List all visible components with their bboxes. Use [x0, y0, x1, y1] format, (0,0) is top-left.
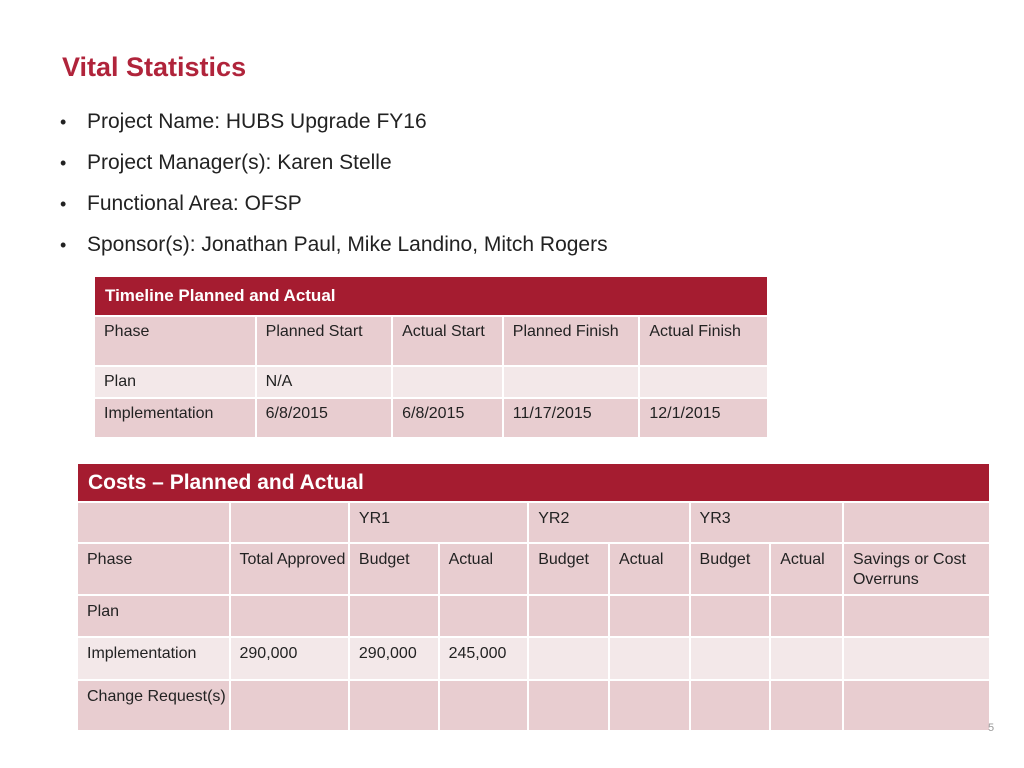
bullet-marker: •: [60, 153, 67, 173]
table-cell: 12/1/2015: [640, 399, 767, 437]
year-header: YR2: [529, 503, 689, 542]
bullet-text: Sponsor(s): Jonathan Paul, Mike Landino,…: [87, 233, 608, 256]
table-cell: [439, 681, 528, 730]
timeline-col-header: Planned Start: [256, 317, 392, 365]
timeline-col-header: Phase: [95, 317, 255, 365]
costs-col-header: Savings or Cost Overruns: [843, 544, 989, 594]
costs-year-row: YR1 YR2 YR3: [78, 503, 989, 542]
bullet-marker: •: [60, 112, 67, 132]
table-cell: 290,000: [349, 638, 438, 679]
bullet-text: Project Manager(s): Karen Stelle: [87, 151, 392, 174]
table-cell: [78, 503, 229, 542]
bullet-sponsors: • Sponsor(s): Jonathan Paul, Mike Landino…: [60, 231, 608, 272]
table-cell: Implementation: [78, 638, 229, 679]
year-header: YR3: [690, 503, 842, 542]
table-cell: [690, 681, 770, 730]
table-cell: [529, 596, 608, 636]
table-cell: [843, 638, 989, 679]
table-row: Plan N/A: [95, 367, 767, 397]
table-cell: [503, 367, 639, 397]
table-row: Implementation 290,000 290,000 245,000: [78, 638, 989, 679]
costs-table: Costs – Planned and Actual YR1 YR2 YR3 P…: [76, 462, 991, 732]
costs-col-header: Total Approved: [230, 544, 348, 594]
table-cell: Change Request(s): [78, 681, 229, 730]
timeline-header-row: Phase Planned Start Actual Start Planned…: [95, 317, 767, 365]
timeline-col-header: Actual Start: [393, 317, 502, 365]
bullet-project-manager: • Project Manager(s): Karen Stelle: [60, 149, 608, 190]
table-cell: [771, 596, 842, 636]
costs-table-title: Costs – Planned and Actual: [78, 464, 989, 501]
costs-col-header: Actual: [609, 544, 689, 594]
table-cell: [529, 681, 608, 730]
table-cell: [529, 638, 608, 679]
table-cell: [609, 638, 689, 679]
table-cell: [609, 681, 689, 730]
vital-stats-list: • Project Name: HUBS Upgrade FY16 • Projec…: [60, 108, 608, 272]
costs-col-header: Phase: [78, 544, 229, 594]
table-cell: Implementation: [95, 399, 255, 437]
bullet-marker: •: [60, 194, 67, 214]
table-cell: [771, 638, 842, 679]
bullet-text: Functional Area: OFSP: [87, 192, 302, 215]
costs-col-header: Actual: [771, 544, 842, 594]
table-cell: [843, 681, 989, 730]
costs-col-header: Budget: [529, 544, 608, 594]
table-cell: [393, 367, 502, 397]
table-cell: [690, 638, 770, 679]
year-header: YR1: [349, 503, 528, 542]
table-cell: [640, 367, 767, 397]
costs-header-row: Phase Total Approved Budget Actual Budge…: [78, 544, 989, 594]
bullet-project-name: • Project Name: HUBS Upgrade FY16: [60, 108, 608, 149]
table-cell: [230, 503, 348, 542]
table-cell: 6/8/2015: [256, 399, 392, 437]
table-cell: [439, 596, 528, 636]
slide-title: Vital Statistics: [62, 52, 247, 82]
table-cell: [349, 681, 438, 730]
table-cell: [843, 596, 989, 636]
timeline-col-header: Planned Finish: [503, 317, 639, 365]
table-cell: 290,000: [230, 638, 348, 679]
bullet-functional-area: • Functional Area: OFSP: [60, 190, 608, 231]
bullet-text: Project Name: HUBS Upgrade FY16: [87, 110, 427, 133]
table-cell: 245,000: [439, 638, 528, 679]
timeline-col-header: Actual Finish: [640, 317, 767, 365]
table-cell: [843, 503, 989, 542]
bullet-marker: •: [60, 235, 67, 255]
costs-col-header: Actual: [439, 544, 528, 594]
timeline-table-title: Timeline Planned and Actual: [95, 277, 767, 315]
page-number: 5: [988, 722, 995, 734]
table-cell: [230, 596, 348, 636]
table-cell: Plan: [78, 596, 229, 636]
table-cell: [690, 596, 770, 636]
table-row: Change Request(s): [78, 681, 989, 730]
table-cell: [349, 596, 438, 636]
table-cell: 11/17/2015: [503, 399, 639, 437]
table-cell: [230, 681, 348, 730]
table-cell: [771, 681, 842, 730]
timeline-table: Timeline Planned and Actual Phase Planne…: [93, 275, 769, 439]
table-cell: Plan: [95, 367, 255, 397]
costs-col-header: Budget: [690, 544, 770, 594]
costs-col-header: Budget: [349, 544, 438, 594]
table-cell: N/A: [256, 367, 392, 397]
table-cell: 6/8/2015: [393, 399, 502, 437]
table-row: Plan: [78, 596, 989, 636]
table-row: Implementation 6/8/2015 6/8/2015 11/17/2…: [95, 399, 767, 437]
table-cell: [609, 596, 689, 636]
